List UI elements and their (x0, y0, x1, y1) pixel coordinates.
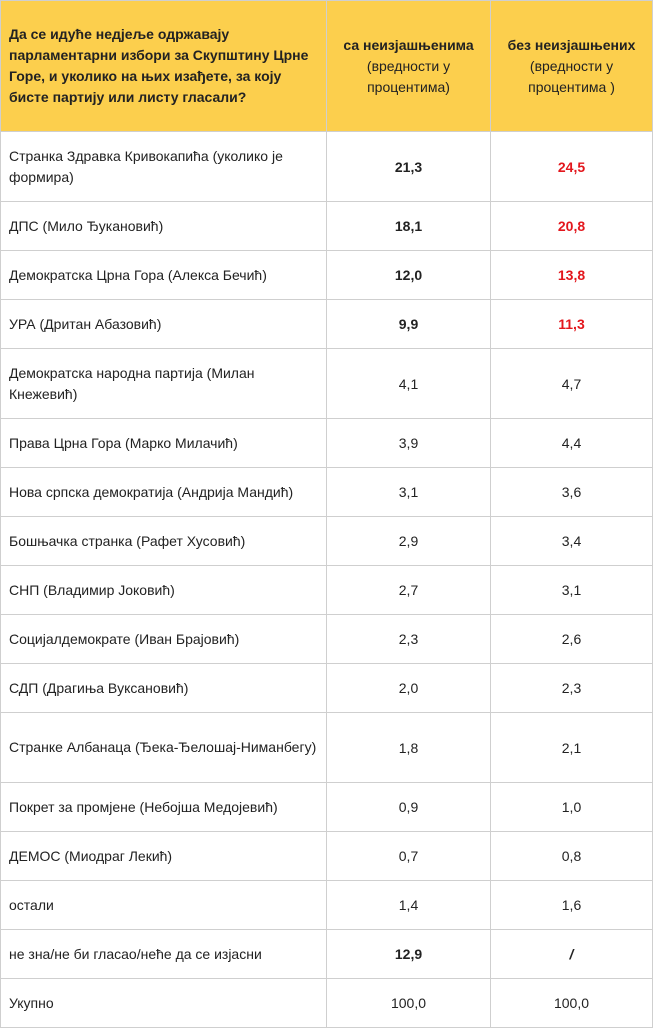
table-row: УРА (Дритан Абазовић) 9,9 11,3 (0, 299, 653, 349)
with-undecided-title: са неизјашњенима (343, 36, 474, 53)
table-row: Странке Албанаца (Ђека-Ђелошај-Ниманбегу… (0, 712, 653, 783)
without-undecided-subtitle: (вредности у процентима ) (528, 57, 615, 95)
value-with-undecided: 1,8 (326, 712, 491, 783)
value-with-undecided: 3,9 (326, 418, 491, 468)
table-row: не зна/не би гласао/неће да се изјасни 1… (0, 929, 653, 979)
value-without-undecided: 20,8 (490, 201, 653, 251)
value-with-undecided: 2,9 (326, 516, 491, 566)
table-row: остали 1,4 1,6 (0, 880, 653, 930)
party-name: ДЕМОС (Миодраг Лекић) (0, 831, 327, 881)
table-row: СНП (Владимир Јоковић) 2,7 3,1 (0, 565, 653, 615)
value-without-undecided: 24,5 (490, 131, 653, 202)
table-row: Покрет за промјене (Небојша Медојевић) 0… (0, 782, 653, 832)
table-row-total: Укупно 100,0 100,0 (0, 978, 653, 1028)
value-without-undecided: 4,7 (490, 348, 653, 419)
value-without-undecided: 1,0 (490, 782, 653, 832)
party-name: Демократска народна партија (Милан Кнеже… (0, 348, 327, 419)
value-without-undecided: 3,4 (490, 516, 653, 566)
table-row: ДПС (Мило Ђукановић) 18,1 20,8 (0, 201, 653, 251)
table-row: Бошњачка странка (Рафет Хусовић) 2,9 3,4 (0, 516, 653, 566)
value-with-undecided: 18,1 (326, 201, 491, 251)
value-without-undecided: 1,6 (490, 880, 653, 930)
party-name: Странке Албанаца (Ђека-Ђелошај-Ниманбегу… (0, 712, 327, 783)
value-with-undecided: 21,3 (326, 131, 491, 202)
party-name: Демократска Црна Гора (Алекса Бечић) (0, 250, 327, 300)
without-undecided-title: без неизјашњених (507, 36, 636, 53)
party-name: Странка Здравка Кривокапића (уколико је … (0, 131, 327, 202)
party-name: Покрет за промјене (Небојша Медојевић) (0, 782, 327, 832)
value-without-undecided: 3,6 (490, 467, 653, 517)
party-name: ДПС (Мило Ђукановић) (0, 201, 327, 251)
value-with-undecided: 0,9 (326, 782, 491, 832)
value-without-undecided: / (490, 929, 653, 979)
value-without-undecided: 2,6 (490, 614, 653, 664)
table-row: СДП (Драгиња Вуксановић) 2,0 2,3 (0, 663, 653, 713)
party-name: Нова српска демократија (Андрија Мандић) (0, 467, 327, 517)
table-row: Странка Здравка Кривокапића (уколико је … (0, 131, 653, 202)
party-name: СНП (Владимир Јоковић) (0, 565, 327, 615)
value-with-undecided: 0,7 (326, 831, 491, 881)
table-row: Демократска народна партија (Милан Кнеже… (0, 348, 653, 419)
value-with-undecided: 12,0 (326, 250, 491, 300)
without-undecided-header: без неизјашњених (вредности у процентима… (490, 0, 653, 132)
value-with-undecided: 4,1 (326, 348, 491, 419)
party-name: остали (0, 880, 327, 930)
value-without-undecided: 0,8 (490, 831, 653, 881)
value-with-undecided: 9,9 (326, 299, 491, 349)
party-name: Социјалдемократе (Иван Брајовић) (0, 614, 327, 664)
value-without-undecided: 2,3 (490, 663, 653, 713)
table-header-row: Да се идуће недјеље одржавају парламента… (0, 0, 653, 132)
total-with-undecided: 100,0 (326, 978, 491, 1028)
party-name: СДП (Драгиња Вуксановић) (0, 663, 327, 713)
party-name: не зна/не би гласао/неће да се изјасни (0, 929, 327, 979)
with-undecided-header: са неизјашњенима (вредности у процентима… (326, 0, 491, 132)
value-without-undecided: 2,1 (490, 712, 653, 783)
with-undecided-subtitle: (вредности у процентима) (366, 57, 451, 95)
table-row: Социјалдемократе (Иван Брајовић) 2,3 2,6 (0, 614, 653, 664)
table-row: Демократска Црна Гора (Алекса Бечић) 12,… (0, 250, 653, 300)
value-with-undecided: 1,4 (326, 880, 491, 930)
party-name: Бошњачка странка (Рафет Хусовић) (0, 516, 327, 566)
party-name: УРА (Дритан Абазовић) (0, 299, 327, 349)
table-row: Права Црна Гора (Марко Милачић) 3,9 4,4 (0, 418, 653, 468)
total-without-undecided: 100,0 (490, 978, 653, 1028)
value-with-undecided: 2,3 (326, 614, 491, 664)
total-label: Укупно (0, 978, 327, 1028)
value-with-undecided: 2,0 (326, 663, 491, 713)
table-row: Нова српска демократија (Андрија Мандић)… (0, 467, 653, 517)
party-name: Права Црна Гора (Марко Милачић) (0, 418, 327, 468)
question-header: Да се идуће недјеље одржавају парламента… (0, 0, 327, 132)
value-without-undecided: 3,1 (490, 565, 653, 615)
value-with-undecided: 12,9 (326, 929, 491, 979)
value-with-undecided: 3,1 (326, 467, 491, 517)
value-with-undecided: 2,7 (326, 565, 491, 615)
value-without-undecided: 13,8 (490, 250, 653, 300)
value-without-undecided: 4,4 (490, 418, 653, 468)
table-row: ДЕМОС (Миодраг Лекић) 0,7 0,8 (0, 831, 653, 881)
value-without-undecided: 11,3 (490, 299, 653, 349)
